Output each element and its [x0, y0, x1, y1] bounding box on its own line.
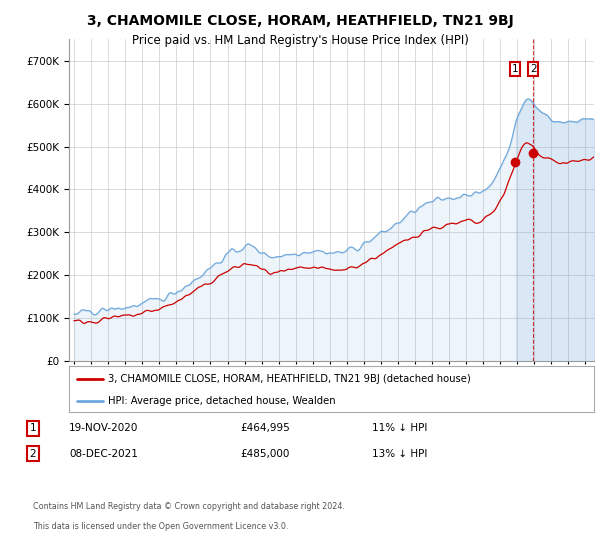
Text: 13% ↓ HPI: 13% ↓ HPI [372, 449, 427, 459]
Text: £485,000: £485,000 [240, 449, 289, 459]
Text: 2: 2 [29, 449, 37, 459]
Text: 3, CHAMOMILE CLOSE, HORAM, HEATHFIELD, TN21 9BJ (detached house): 3, CHAMOMILE CLOSE, HORAM, HEATHFIELD, T… [109, 374, 471, 384]
Text: £464,995: £464,995 [240, 423, 290, 433]
Text: 19-NOV-2020: 19-NOV-2020 [69, 423, 139, 433]
Text: 1: 1 [29, 423, 37, 433]
Text: This data is licensed under the Open Government Licence v3.0.: This data is licensed under the Open Gov… [33, 522, 289, 531]
Text: 11% ↓ HPI: 11% ↓ HPI [372, 423, 427, 433]
Text: Contains HM Land Registry data © Crown copyright and database right 2024.: Contains HM Land Registry data © Crown c… [33, 502, 345, 511]
Text: 08-DEC-2021: 08-DEC-2021 [69, 449, 138, 459]
Text: 3, CHAMOMILE CLOSE, HORAM, HEATHFIELD, TN21 9BJ: 3, CHAMOMILE CLOSE, HORAM, HEATHFIELD, T… [86, 14, 514, 28]
Text: 1: 1 [512, 64, 518, 74]
Text: 2: 2 [530, 64, 536, 74]
Text: HPI: Average price, detached house, Wealden: HPI: Average price, detached house, Weal… [109, 396, 336, 407]
Text: Price paid vs. HM Land Registry's House Price Index (HPI): Price paid vs. HM Land Registry's House … [131, 34, 469, 46]
